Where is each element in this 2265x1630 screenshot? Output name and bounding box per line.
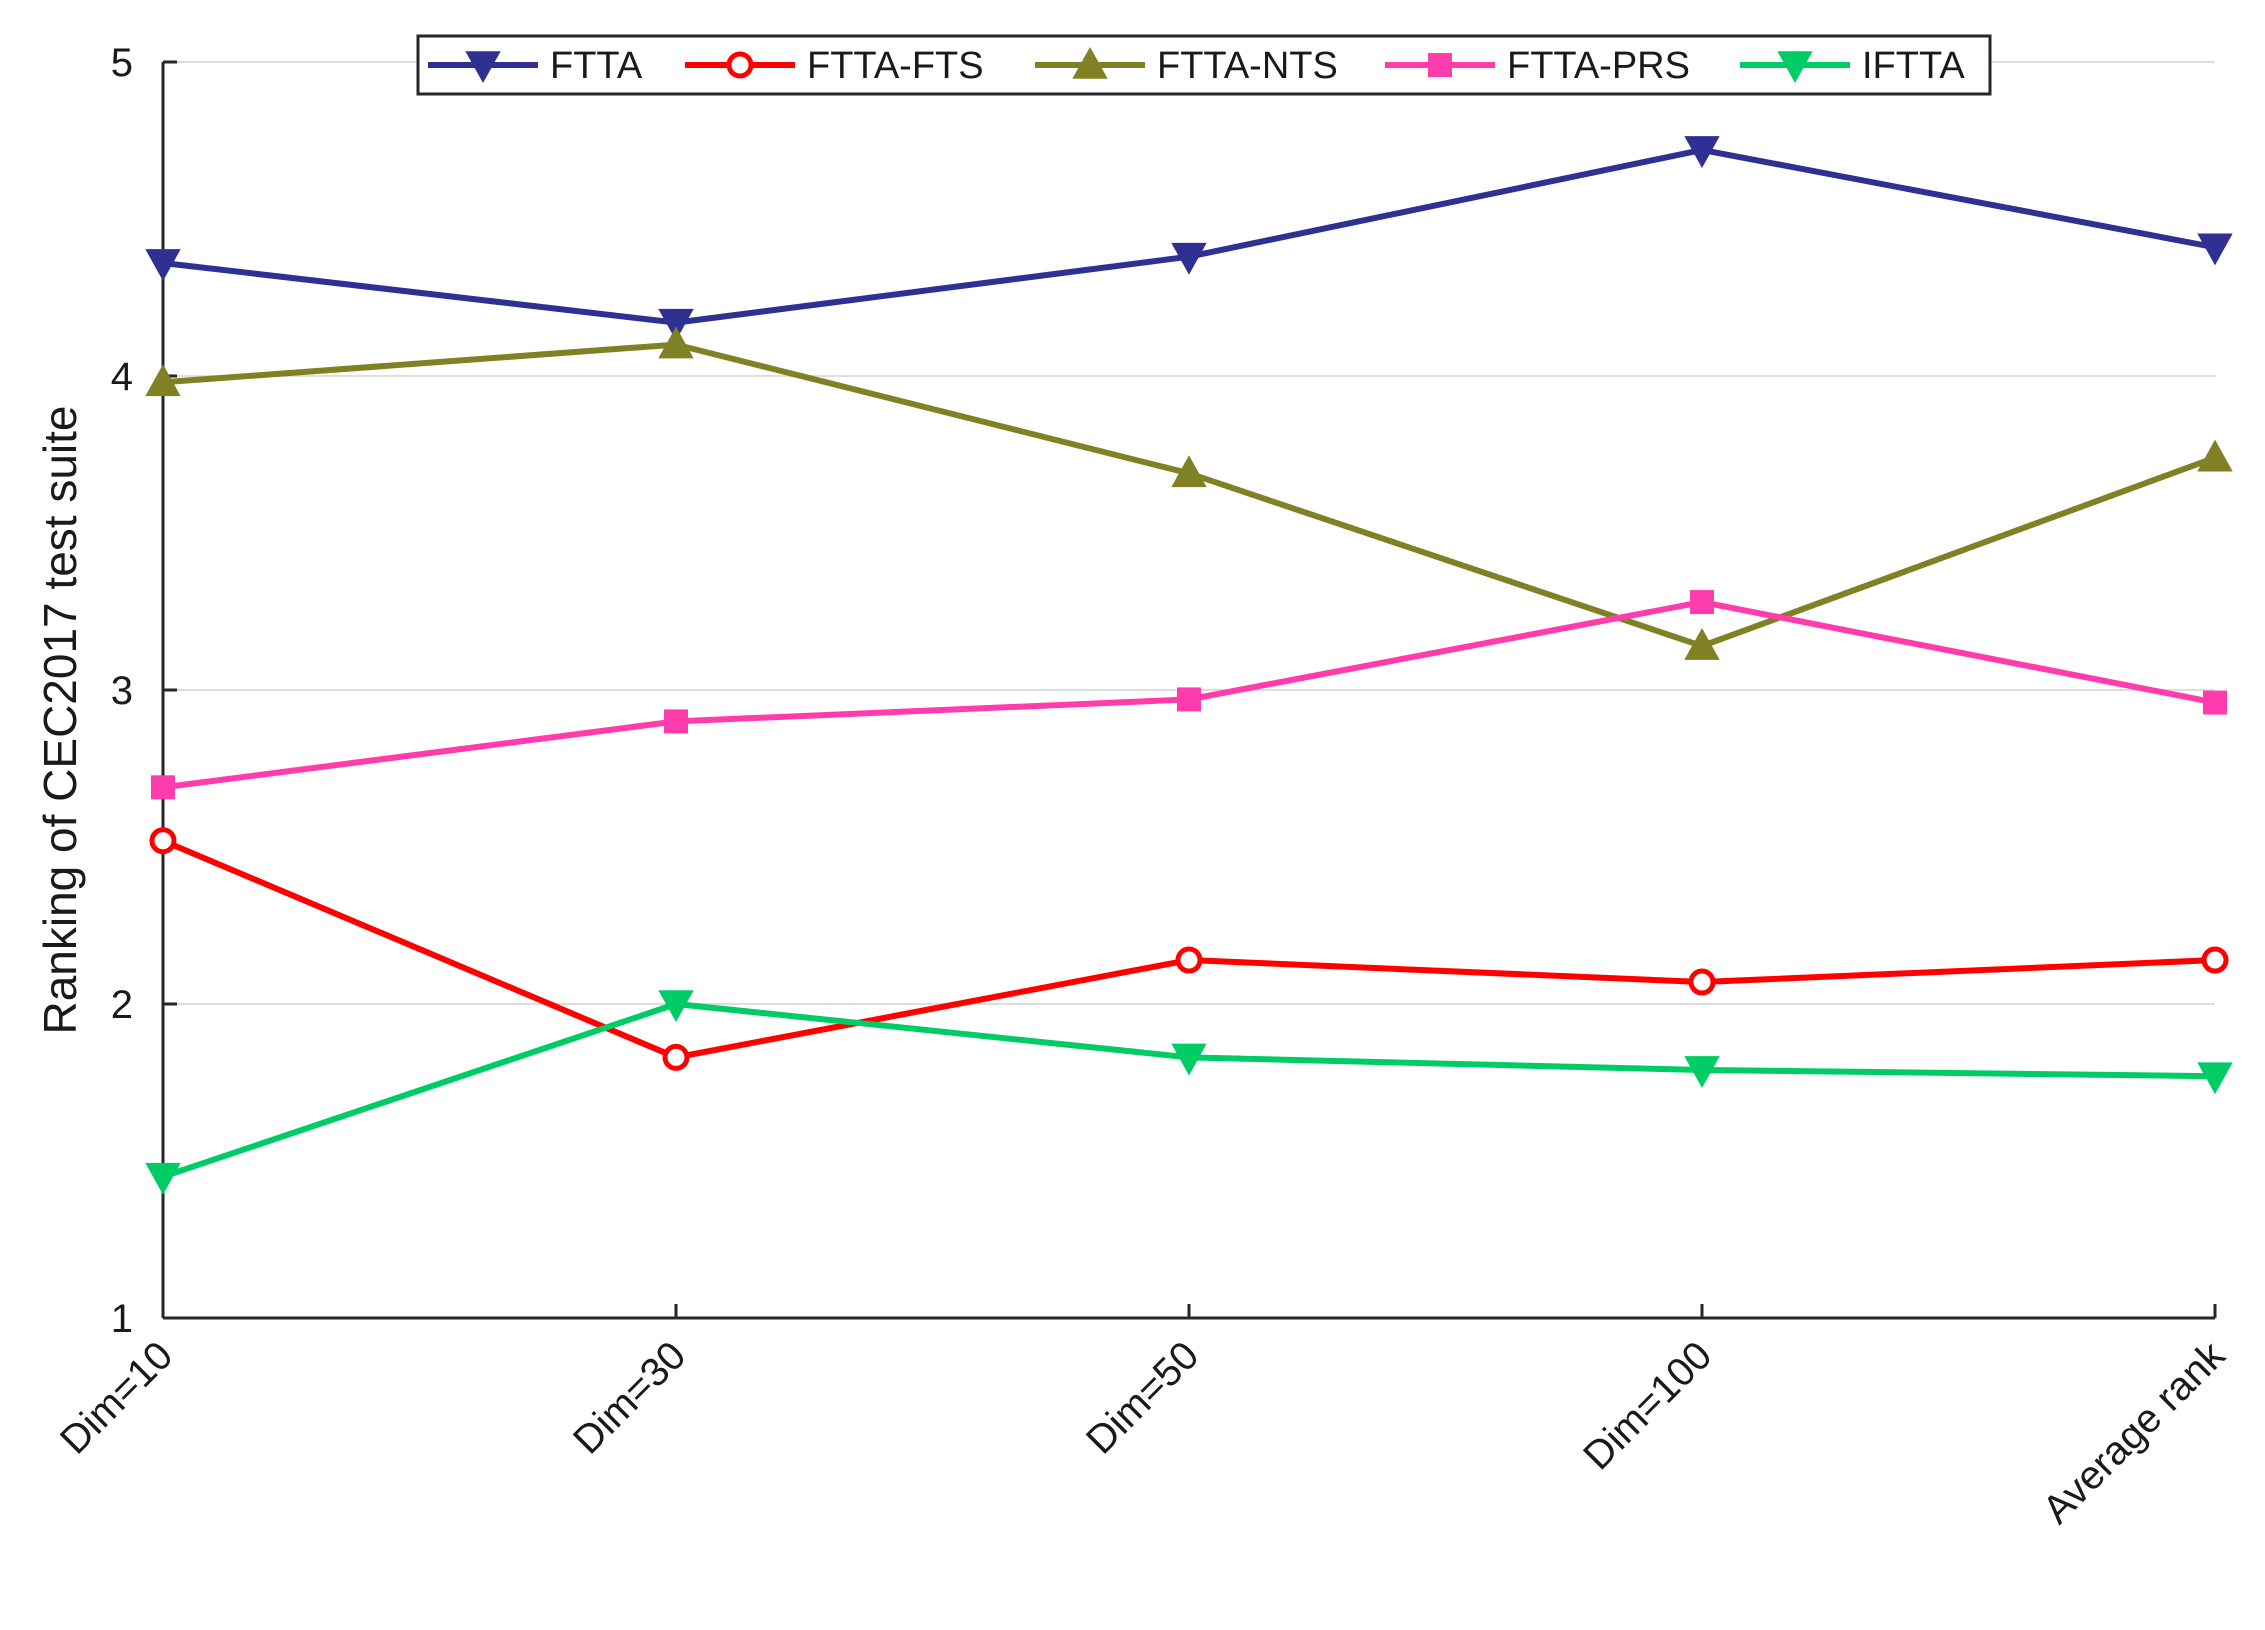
data-point <box>1684 627 1720 660</box>
series-line <box>162 146 2216 326</box>
data-point <box>1175 946 1203 974</box>
legend-label: IFTTA <box>1862 45 1965 87</box>
data-point <box>1171 242 1207 275</box>
data-point <box>145 249 181 282</box>
y-axis-title: Ranking of CEC2017 test suite <box>34 405 86 1034</box>
series-ftta <box>145 136 2233 341</box>
legend-marker <box>1428 53 1452 77</box>
data-point <box>151 775 175 800</box>
y-tick-label: 4 <box>111 355 133 399</box>
data-point <box>2197 233 2233 266</box>
y-tick-label: 5 <box>111 41 133 85</box>
data-point <box>2203 690 2227 715</box>
data-point <box>658 308 694 341</box>
series-ftta-nts <box>145 326 2233 660</box>
data-point <box>2201 946 2229 974</box>
legend-marker <box>726 51 754 79</box>
legend-marker <box>1777 51 1813 84</box>
legend-item-ftta-nts: FTTA-NTS <box>1035 45 1338 87</box>
data-point <box>1171 1043 1207 1076</box>
data-point <box>149 827 177 855</box>
legend-label: FTTA <box>550 45 643 87</box>
x-tick-label: Dim=50 <box>1078 1333 1207 1462</box>
legend-item-ftta: FTTA <box>428 45 643 87</box>
legend: FTTA FTTA-FTS FTTA-NTS FTTA-PRS IFTTA <box>416 34 1992 96</box>
data-point <box>2197 439 2233 472</box>
series-ftta-prs <box>151 590 2227 800</box>
data-point <box>145 1162 181 1195</box>
y-tick-label: 3 <box>111 669 133 713</box>
data-point <box>1684 1056 1720 1088</box>
data-point <box>1688 968 1716 996</box>
data-point <box>1171 455 1207 488</box>
x-tick-label: Dim=30 <box>565 1333 694 1462</box>
data-point <box>662 1043 690 1071</box>
x-tick-label: Dim=10 <box>52 1333 181 1462</box>
series-line <box>162 1001 2216 1180</box>
legend-label: FTTA-PRS <box>1507 45 1690 87</box>
x-tick-label: Dim=100 <box>1575 1333 1720 1478</box>
legend-item-iftta: IFTTA <box>1740 45 1965 87</box>
data-point <box>145 364 181 397</box>
data-point <box>664 709 688 734</box>
data-point <box>1690 590 1714 615</box>
gridlines <box>163 61 2215 1005</box>
legend-item-ftta-prs: FTTA-PRS <box>1385 45 1690 87</box>
legend-label: FTTA-FTS <box>807 45 984 87</box>
data-point <box>658 990 694 1023</box>
legend-item-ftta-fts: FTTA-FTS <box>685 45 984 87</box>
series-line <box>162 341 2217 650</box>
data-point <box>1684 136 1720 168</box>
legend-marker <box>1072 46 1108 79</box>
legend-marker <box>465 51 501 84</box>
legend-label: FTTA-NTS <box>1157 45 1338 87</box>
y-tick-label: 2 <box>111 983 133 1027</box>
data-point <box>2197 1062 2233 1095</box>
data-point <box>1177 687 1201 712</box>
series-ftta-fts <box>149 827 2229 1071</box>
series-iftta <box>145 990 2233 1195</box>
data-point <box>658 326 694 359</box>
series-group <box>145 136 2233 1195</box>
legend-box <box>416 34 1992 96</box>
y-tick-label: 1 <box>111 1297 133 1341</box>
x-tick-label: Average rank <box>2035 1333 2235 1533</box>
